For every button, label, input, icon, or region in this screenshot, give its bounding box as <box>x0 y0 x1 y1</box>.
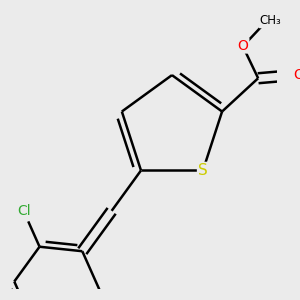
Text: S: S <box>198 163 208 178</box>
Text: O: O <box>238 38 248 52</box>
Text: O: O <box>293 68 300 83</box>
Text: Cl: Cl <box>17 204 31 218</box>
Text: CH₃: CH₃ <box>260 14 281 27</box>
